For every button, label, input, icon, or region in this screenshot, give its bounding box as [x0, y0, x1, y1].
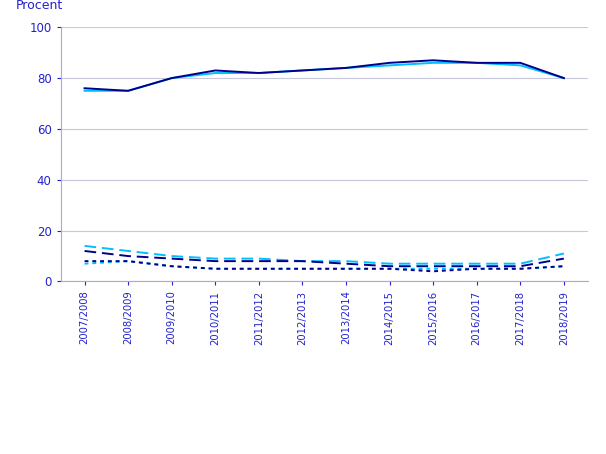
Text: Procent: Procent [16, 0, 63, 12]
